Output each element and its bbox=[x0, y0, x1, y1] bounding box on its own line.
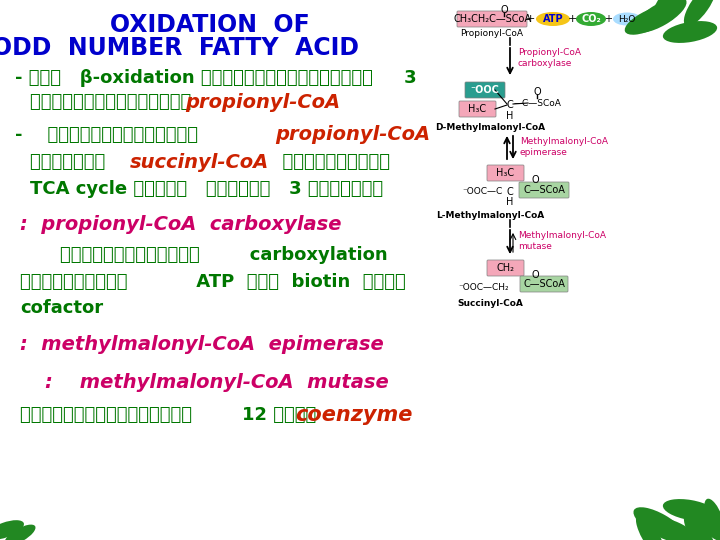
Text: coenzyme: coenzyme bbox=[295, 405, 413, 425]
Ellipse shape bbox=[689, 507, 720, 540]
FancyBboxPatch shape bbox=[487, 260, 524, 276]
Text: C: C bbox=[507, 100, 513, 110]
Text: :  propionyl-CoA  carboxylase: : propionyl-CoA carboxylase bbox=[20, 215, 341, 234]
Text: +: + bbox=[567, 14, 577, 24]
Ellipse shape bbox=[613, 12, 641, 25]
Text: +: + bbox=[604, 14, 612, 24]
Text: Propionyl-CoA
carboxylase: Propionyl-CoA carboxylase bbox=[518, 48, 581, 69]
Text: แลวเข้าสู้: แลวเข้าสู้ bbox=[270, 153, 390, 171]
FancyBboxPatch shape bbox=[520, 276, 568, 292]
Text: CH₃CH₂C—SCoA: CH₃CH₂C—SCoA bbox=[453, 14, 531, 24]
Text: succinyl-CoA: succinyl-CoA bbox=[130, 152, 269, 172]
Ellipse shape bbox=[663, 499, 717, 521]
Ellipse shape bbox=[651, 0, 679, 26]
FancyBboxPatch shape bbox=[457, 11, 527, 27]
Ellipse shape bbox=[665, 0, 685, 21]
Text: เร่งปฏิกิริยา        carboxylation: เร่งปฏิกิริยา carboxylation bbox=[60, 246, 387, 264]
Text: ⁻OOC: ⁻OOC bbox=[471, 85, 500, 95]
Text: -    จากนั้นเปลี่ยน: - จากนั้นเปลี่ยน bbox=[15, 126, 198, 144]
Ellipse shape bbox=[704, 498, 720, 540]
Text: ให้เป็น: ให้เป็น bbox=[30, 153, 143, 171]
Text: CO₂: CO₂ bbox=[581, 14, 601, 24]
Text: ODD  NUMBER  FATTY  ACID: ODD NUMBER FATTY ACID bbox=[0, 36, 359, 60]
Text: propionyl-CoA: propionyl-CoA bbox=[185, 92, 340, 111]
Text: D-Methylmalonyl-CoA: D-Methylmalonyl-CoA bbox=[435, 124, 545, 132]
Text: O: O bbox=[534, 87, 541, 97]
Text: - เกด   β-oxidation ไปตามปกติจนเหลือ     3: - เกด β-oxidation ไปตามปกติจนเหลือ 3 bbox=[15, 69, 417, 87]
Text: CH₂: CH₂ bbox=[497, 263, 515, 273]
Text: :    methylmalonyl-CoA  mutase: : methylmalonyl-CoA mutase bbox=[45, 373, 389, 392]
Ellipse shape bbox=[636, 514, 664, 540]
Text: H₂O: H₂O bbox=[618, 15, 636, 24]
Ellipse shape bbox=[4, 524, 35, 540]
Text: H: H bbox=[506, 111, 513, 121]
Text: H₃C: H₃C bbox=[469, 104, 487, 114]
Text: ⁻OOC—C: ⁻OOC—C bbox=[462, 187, 503, 197]
Ellipse shape bbox=[649, 517, 701, 540]
Text: โดยต้องใช้           ATP  และ  biotin  เป็น: โดยต้องใช้ ATP และ biotin เป็น bbox=[20, 273, 406, 291]
Text: O: O bbox=[531, 175, 539, 185]
FancyBboxPatch shape bbox=[519, 182, 569, 198]
Text: ⁻OOC—CH₂: ⁻OOC—CH₂ bbox=[458, 284, 508, 293]
FancyBboxPatch shape bbox=[459, 101, 496, 117]
Text: —C—SCoA: —C—SCoA bbox=[513, 98, 561, 107]
Ellipse shape bbox=[625, 5, 675, 35]
Text: propionyl-CoA: propionyl-CoA bbox=[275, 125, 430, 145]
FancyBboxPatch shape bbox=[487, 165, 524, 181]
Text: OXIDATION  OF: OXIDATION OF bbox=[110, 13, 310, 37]
Text: TCA cycle ต่อไป   โดยใช้   3 เอนไซม์: TCA cycle ต่อไป โดยใช้ 3 เอนไซม์ bbox=[30, 180, 383, 198]
Text: คาร์บอนในรูปของ: คาร์บอนในรูปของ bbox=[30, 93, 216, 111]
Text: O: O bbox=[500, 5, 508, 15]
Text: H₃C: H₃C bbox=[496, 168, 515, 178]
Text: H: H bbox=[506, 197, 513, 207]
Ellipse shape bbox=[536, 12, 570, 26]
Text: C—SCoA: C—SCoA bbox=[523, 279, 565, 289]
Text: +: + bbox=[526, 14, 535, 24]
Text: C—SCoA: C—SCoA bbox=[523, 185, 565, 195]
Ellipse shape bbox=[634, 507, 687, 540]
Ellipse shape bbox=[634, 0, 687, 33]
Text: Succinyl-CoA: Succinyl-CoA bbox=[457, 299, 523, 307]
Text: C: C bbox=[507, 187, 513, 197]
Ellipse shape bbox=[576, 12, 606, 26]
Ellipse shape bbox=[684, 0, 716, 26]
Text: O: O bbox=[531, 270, 539, 280]
FancyBboxPatch shape bbox=[465, 82, 505, 98]
Text: ATP: ATP bbox=[543, 14, 563, 24]
Ellipse shape bbox=[663, 21, 717, 43]
Text: Propionyl-CoA: Propionyl-CoA bbox=[460, 29, 523, 37]
Ellipse shape bbox=[684, 514, 716, 540]
Text: Methylmalonyl-CoA
mutase: Methylmalonyl-CoA mutase bbox=[518, 231, 606, 252]
Text: cofactor: cofactor bbox=[20, 299, 103, 317]
Text: ต้องการวิตามินบี        12 เป็น: ต้องการวิตามินบี 12 เป็น bbox=[20, 406, 329, 424]
Text: L-Methylmalonyl-CoA: L-Methylmalonyl-CoA bbox=[436, 211, 544, 219]
Text: Methylmalonyl-CoA
epimerase: Methylmalonyl-CoA epimerase bbox=[520, 137, 608, 157]
Ellipse shape bbox=[0, 520, 24, 540]
Text: :  methylmalonyl-CoA  epimerase: : methylmalonyl-CoA epimerase bbox=[20, 335, 384, 354]
